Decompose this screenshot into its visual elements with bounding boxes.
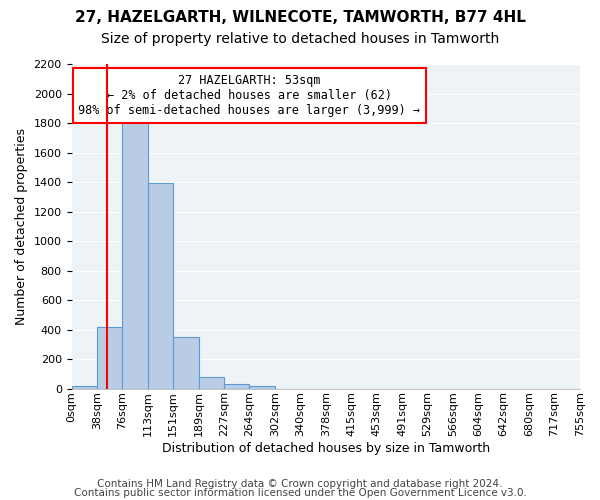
Bar	[148, 183, 173, 388]
X-axis label: Distribution of detached houses by size in Tamworth: Distribution of detached houses by size …	[162, 442, 490, 455]
Bar	[224, 384, 250, 388]
Text: Contains public sector information licensed under the Open Government Licence v3: Contains public sector information licen…	[74, 488, 526, 498]
Bar	[122, 122, 148, 388]
Y-axis label: Number of detached properties: Number of detached properties	[15, 128, 28, 325]
Text: Contains HM Land Registry data © Crown copyright and database right 2024.: Contains HM Land Registry data © Crown c…	[97, 479, 503, 489]
Text: Size of property relative to detached houses in Tamworth: Size of property relative to detached ho…	[101, 32, 499, 46]
Text: 27 HAZELGARTH: 53sqm
← 2% of detached houses are smaller (62)
98% of semi-detach: 27 HAZELGARTH: 53sqm ← 2% of detached ho…	[79, 74, 421, 116]
Bar	[71, 386, 97, 388]
Bar	[250, 386, 275, 388]
Bar	[199, 376, 224, 388]
Bar	[97, 326, 122, 388]
Text: 27, HAZELGARTH, WILNECOTE, TAMWORTH, B77 4HL: 27, HAZELGARTH, WILNECOTE, TAMWORTH, B77…	[74, 10, 526, 25]
Bar	[173, 337, 199, 388]
